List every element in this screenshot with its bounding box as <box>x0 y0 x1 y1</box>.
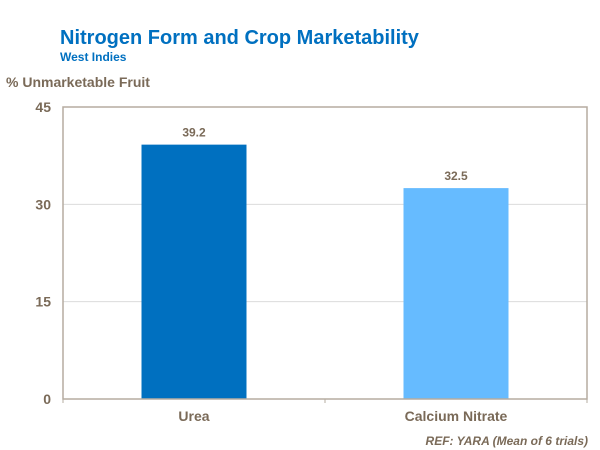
y-tick-label: 30 <box>35 196 51 212</box>
y-axis-label: % Unmarketable Fruit <box>6 74 150 90</box>
bar-calcium-nitrate <box>403 188 509 399</box>
y-tick-label: 15 <box>35 294 51 310</box>
data-label: 39.2 <box>182 126 206 140</box>
bar-urea <box>141 144 247 399</box>
x-tick-label: Calcium Nitrate <box>405 408 508 424</box>
chart-title: Nitrogen Form and Crop Marketability <box>60 27 419 49</box>
y-tick-label: 0 <box>43 391 51 407</box>
reference-note: REF: YARA (Mean of 6 trials) <box>425 434 588 448</box>
data-label: 32.5 <box>444 169 468 183</box>
chart-subtitle: West Indies <box>60 50 127 64</box>
y-tick-label: 45 <box>35 99 51 115</box>
x-tick-label: Urea <box>178 408 209 424</box>
